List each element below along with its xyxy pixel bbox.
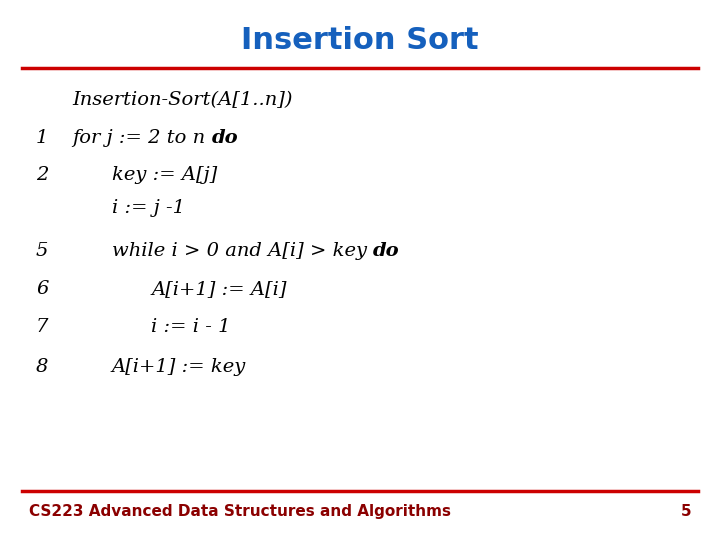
Text: A[i+1] := A[i]: A[i+1] := A[i] [151, 280, 287, 298]
Text: do: do [373, 242, 400, 260]
Text: Insertion-Sort(A[1..n]): Insertion-Sort(A[1..n]) [72, 91, 292, 109]
Text: 2: 2 [36, 166, 48, 185]
Text: 7: 7 [36, 318, 48, 336]
Text: i := i - 1: i := i - 1 [151, 318, 230, 336]
Text: while i > 0 and A[i] > key: while i > 0 and A[i] > key [112, 242, 373, 260]
Text: 5: 5 [36, 242, 48, 260]
Text: 8: 8 [36, 358, 48, 376]
Text: Insertion Sort: Insertion Sort [241, 26, 479, 55]
Text: A[i+1] := key: A[i+1] := key [112, 358, 246, 376]
Text: 1: 1 [36, 129, 48, 147]
Text: i := j -1: i := j -1 [112, 199, 184, 217]
Text: 5: 5 [680, 504, 691, 519]
Text: do: do [212, 129, 238, 147]
Text: key := A[j]: key := A[j] [112, 166, 217, 185]
Text: CS223 Advanced Data Structures and Algorithms: CS223 Advanced Data Structures and Algor… [29, 504, 451, 519]
Text: for j := 2 to n: for j := 2 to n [72, 129, 212, 147]
Text: 6: 6 [36, 280, 48, 298]
